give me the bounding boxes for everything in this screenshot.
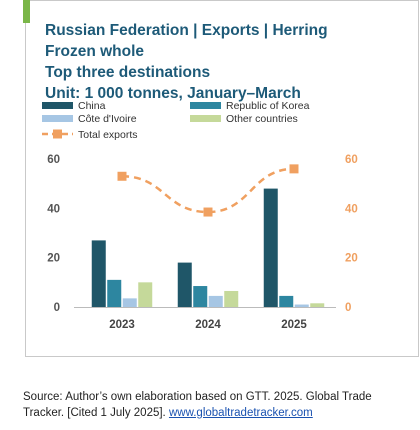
- bar-other-countries-2024: [224, 290, 239, 307]
- accent-bar: [23, 0, 30, 23]
- legend-label-c-te-d-ivoire: Côte d'Ivoire: [78, 113, 137, 125]
- bar-republic-of-korea-2024: [193, 286, 208, 307]
- title-line-1: Russian Federation | Exports | Herring: [45, 22, 328, 39]
- legend-swatch-c-te-d-ivoire: [42, 115, 73, 122]
- bar-c-te-d-ivoire-2023: [122, 298, 137, 307]
- title-line-3: Top three destinations: [45, 64, 211, 81]
- y-tick-label: 60: [47, 154, 60, 166]
- y-tick-label: 0: [54, 302, 60, 314]
- legend-label-total-exports: Total exports: [78, 129, 138, 141]
- total-exports-point-2024: [203, 207, 213, 217]
- x-tick-label: 2023: [109, 319, 135, 331]
- bar-republic-of-korea-2025: [279, 295, 294, 307]
- bar-china-2024: [177, 262, 192, 307]
- y-tick-label: 40: [47, 203, 60, 215]
- title-line-4: Unit: 1 000 tonnes, January–March: [45, 85, 301, 102]
- x-tick-label: 2025: [281, 319, 307, 331]
- bar-other-countries-2023: [138, 282, 153, 307]
- legend-marker-total-exports: [53, 129, 62, 139]
- bar-other-countries-2025: [310, 303, 325, 307]
- total-exports-point-2025: [289, 164, 299, 174]
- bar-china-2023: [91, 240, 106, 307]
- y-tick-label: 20: [47, 253, 60, 265]
- bar-c-te-d-ivoire-2025: [294, 304, 309, 307]
- legend-label-other-countries: Other countries: [226, 113, 298, 125]
- bar-c-te-d-ivoire-2024: [208, 295, 223, 307]
- legend-swatch-other-countries: [190, 115, 221, 122]
- y2-tick-label: 40: [345, 203, 358, 215]
- y2-tick-label: 60: [345, 154, 358, 166]
- source-link[interactable]: www.globaltradetracker.com: [168, 407, 313, 419]
- y2-tick-label: 0: [345, 302, 351, 314]
- legend-label-china: China: [78, 100, 106, 112]
- x-tick-label: 2024: [195, 319, 221, 331]
- source-note: Source: Author’s own elaboration based o…: [23, 389, 403, 421]
- total-exports-point-2023: [117, 171, 127, 181]
- bar-republic-of-korea-2023: [107, 279, 122, 307]
- title-line-2: Frozen whole: [45, 43, 145, 60]
- chart-title: Russian Federation | Exports | Herring F…: [45, 20, 405, 104]
- y2-tick-label: 20: [345, 253, 358, 265]
- legend-swatch-china: [42, 102, 73, 109]
- chart-canvas: China Republic of Korea Côte d'Ivoire Other…: [42, 100, 358, 331]
- legend-label-republic-of-korea: Republic of Korea: [226, 100, 310, 112]
- bar-china-2025: [263, 188, 278, 307]
- source-text: Source: Author’s own elaboration based o…: [23, 391, 372, 419]
- legend-swatch-republic-of-korea: [190, 102, 221, 109]
